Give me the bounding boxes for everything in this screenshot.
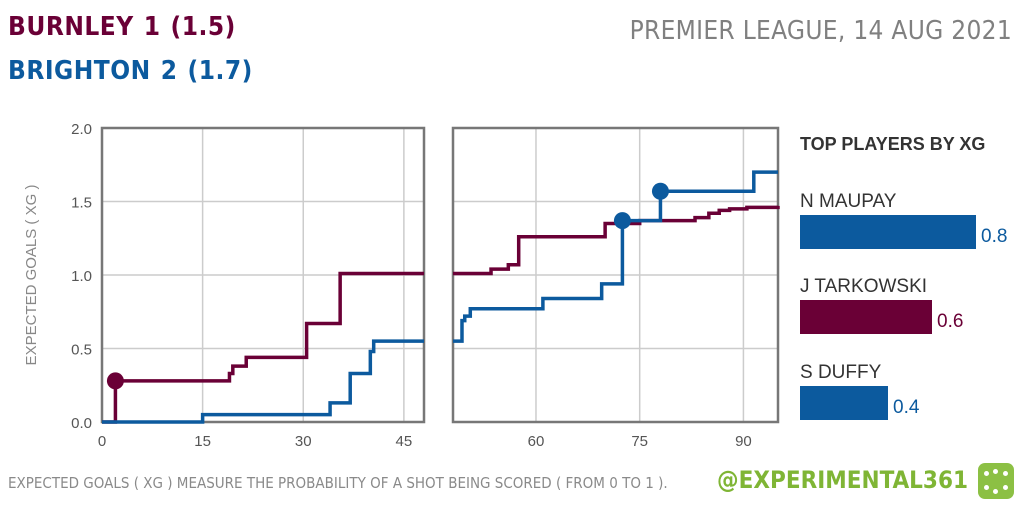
footer-note: EXPECTED GOALS ( XG ) MEASURE THE PROBAB… <box>8 474 668 492</box>
x-tick-label: 90 <box>735 433 752 450</box>
away-team-score: BRIGHTON 2 (1.7) <box>8 56 263 86</box>
y-tick-label: 0.0 <box>71 415 92 432</box>
player-name: N MAUPAY <box>800 191 897 212</box>
plot-panel-1 <box>100 126 426 424</box>
player-xg-bar <box>800 300 932 334</box>
away-team-xg: (1.7) <box>187 56 253 86</box>
away-team-goals: 2 <box>160 56 178 86</box>
pitch-logo-icon <box>978 463 1014 499</box>
player-name: J TARKOWSKI <box>800 276 927 297</box>
home-team-goals: 1 <box>143 12 161 42</box>
match-info: PREMIER LEAGUE, 14 AUG 2021 <box>629 16 1012 46</box>
top-players-title: TOP PLAYERS BY XG <box>800 134 985 154</box>
y-axis-label: EXPECTED GOALS ( XG ) <box>23 185 40 366</box>
y-tick-label: 1.0 <box>71 268 92 285</box>
goal-marker-brighton <box>651 182 669 200</box>
goal-marker-brighton <box>613 212 631 230</box>
plot-panel-2 <box>451 126 780 424</box>
series-line-brighton-panel-2 <box>453 170 778 343</box>
x-tick-label: 15 <box>194 433 211 450</box>
player-xg-bar <box>800 215 976 249</box>
x-tick-label: 0 <box>98 433 106 450</box>
player-name: S DUFFY <box>800 362 882 383</box>
x-tick-label: 75 <box>631 433 648 450</box>
home-team-name: BURNLEY <box>8 12 134 42</box>
xg-chart: 0.0 0.5 1.0 1.5 2.0 EXPECTED GOALS ( XG ) 0 15 3… <box>23 121 1007 450</box>
player-xg-value: 0.4 <box>893 397 920 418</box>
series-line-brighton-panel-1 <box>102 339 424 424</box>
home-team-score: BURNLEY 1 (1.5) <box>8 12 246 42</box>
x-tick-label: 30 <box>295 433 312 450</box>
y-tick-label: 1.5 <box>71 195 92 212</box>
series-line-burnley-panel-2 <box>453 205 780 276</box>
player-xg-bar <box>800 386 888 420</box>
home-team-xg: (1.5) <box>170 12 236 42</box>
brand-handle[interactable]: @EXPERIMENTAL361 <box>717 466 968 494</box>
goal-marker-burnley <box>106 372 124 390</box>
y-tick-label: 0.5 <box>71 342 92 359</box>
away-team-name: BRIGHTON <box>8 56 151 86</box>
y-tick-label: 2.0 <box>71 121 92 138</box>
series-line-burnley-panel-1 <box>102 271 424 424</box>
player-xg-value: 0.8 <box>981 226 1007 247</box>
player-xg-value: 0.6 <box>937 311 963 332</box>
x-tick-label: 45 <box>396 433 413 450</box>
x-tick-label: 60 <box>528 433 545 450</box>
